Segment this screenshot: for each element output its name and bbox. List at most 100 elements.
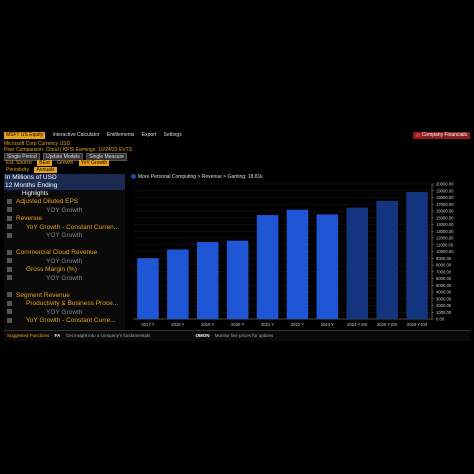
x-tick-label: 2025 Y Est: [377, 322, 398, 327]
checkbox[interactable]: [7, 292, 12, 298]
y-tick-label: 14000.00: [436, 222, 454, 227]
metric-label: YOY Growth: [46, 206, 83, 214]
company-financials-button[interactable]: Company Financials: [412, 132, 470, 139]
metrics-tree: In Millions of USD 12 Months Ending High…: [4, 174, 125, 331]
bar[interactable]: [226, 240, 249, 319]
omon-function[interactable]: OMON: [195, 333, 210, 338]
metric-item[interactable]: YoY Growth - Constant Curre...: [4, 317, 125, 326]
controls-row-3: Periodicity Annuals: [4, 167, 470, 173]
metric-label: YOY Growth: [46, 274, 83, 282]
y-tick-label: 20000.00: [436, 182, 454, 187]
bar[interactable]: [316, 214, 339, 319]
bloomberg-terminal: MSFT US Equity Interactive Calculator En…: [4, 132, 470, 341]
metric-label: Segment Revenue: [16, 291, 70, 299]
metric-label: Gross Margin (%): [26, 266, 77, 273]
fa-description: Get insight into a company's fundamental…: [65, 333, 151, 338]
unit-header: In Millions of USD: [4, 174, 125, 182]
y-tick-label: 2000.00: [436, 303, 452, 308]
checkbox[interactable]: [7, 266, 12, 272]
x-tick-label: 2017 Y: [141, 322, 154, 327]
metric-item[interactable]: Productivity & Business Proce...: [4, 300, 125, 309]
bar[interactable]: [286, 209, 309, 319]
y-tick-label: 7000.00: [436, 269, 452, 274]
checkbox[interactable]: [7, 309, 12, 315]
y-tick-label: 15000.00: [436, 215, 454, 220]
app-icon: [415, 132, 420, 137]
y-tick-label: 13000.00: [436, 229, 454, 234]
metric-label: YoY Growth - Constant Curren...: [26, 223, 120, 231]
breadcrumb[interactable]: More Personal Computing > Revenue > Gami…: [131, 174, 263, 181]
y-tick-label: 6000.00: [436, 276, 452, 281]
spacer: [4, 283, 125, 292]
metric-item[interactable]: YOY Growth: [4, 258, 125, 267]
peer-line[interactable]: Peer Comparison: Cloud | KPIS Earnings: …: [4, 147, 133, 153]
update-models-button[interactable]: Update Models: [43, 153, 83, 161]
y-tick-label: 11000.00: [436, 242, 454, 247]
x-tick-label: 2021 Y: [261, 322, 274, 327]
y-tick-label: 8000.00: [436, 263, 452, 268]
status-bar: Suggested Functions FA Get insight into …: [4, 330, 470, 341]
metric-item[interactable]: Segment Revenue: [4, 292, 125, 301]
metric-label: Adjusted Diluted EPS: [16, 198, 79, 205]
bar[interactable]: [256, 215, 279, 319]
menu-entitlements[interactable]: Entitlements: [106, 132, 135, 138]
metric-label: Commercial Cloud Revenue: [16, 249, 98, 256]
metric-item[interactable]: Gross Margin (%): [4, 266, 125, 275]
metric-item[interactable]: Commercial Cloud Revenue: [4, 249, 125, 258]
periodicity-select[interactable]: Annuals: [34, 167, 57, 173]
y-tick-label: 16000.00: [436, 209, 454, 214]
y-tick-label: 17000.00: [436, 202, 454, 207]
bar[interactable]: [167, 249, 189, 319]
y-tick-label: 9000.00: [436, 256, 452, 261]
single-period-button[interactable]: Single Period: [4, 153, 40, 161]
bar[interactable]: [406, 192, 428, 319]
x-tick-label: 2022 Y: [291, 322, 304, 327]
y-tick-label: 1000.00: [436, 310, 452, 315]
breadcrumb-text: More Personal Computing > Revenue > Gami…: [138, 174, 263, 180]
y-tick-label: 18000.00: [436, 195, 454, 200]
x-tick-label: 2018 Y: [171, 322, 184, 327]
menu-export[interactable]: Export: [141, 132, 157, 138]
checkbox[interactable]: [7, 317, 12, 323]
bar[interactable]: [376, 200, 398, 319]
growth-select[interactable]: YoY Growth: [78, 160, 110, 166]
checkbox[interactable]: [7, 275, 12, 281]
menu-settings[interactable]: Settings: [163, 132, 182, 138]
checkbox[interactable]: [7, 224, 12, 230]
metric-item[interactable]: Revenue: [4, 215, 125, 224]
est-source-label: Est. Source: [6, 160, 32, 166]
period-header: 12 Months Ending: [4, 182, 125, 190]
y-tick-label: 0.00: [436, 317, 445, 322]
checkbox[interactable]: [7, 300, 12, 306]
company-financials-label: Company Financials: [421, 132, 467, 138]
fa-function[interactable]: FA: [54, 333, 61, 338]
suggested-functions-label[interactable]: Suggested Functions: [7, 333, 50, 338]
checkbox[interactable]: [7, 207, 12, 213]
metric-item[interactable]: YoY Growth - Constant Curren...: [4, 224, 125, 233]
metric-label: YOY Growth: [46, 308, 83, 316]
bar[interactable]: [346, 207, 369, 319]
ticker-field[interactable]: MSFT US Equity: [4, 132, 46, 139]
checkbox[interactable]: [7, 258, 12, 264]
metrics-list: Adjusted Diluted EPS YOY Growth Revenue YoY…: [4, 198, 125, 326]
series-color-icon: [131, 174, 136, 180]
metric-item[interactable]: Adjusted Diluted EPS: [4, 198, 125, 207]
x-tick-label: 2024 Y Est: [347, 322, 368, 327]
checkbox[interactable]: [7, 232, 12, 238]
metric-item[interactable]: YOY Growth: [4, 275, 125, 284]
checkbox[interactable]: [7, 249, 12, 255]
metric-item[interactable]: YOY Growth: [4, 232, 125, 241]
est-source-select[interactable]: BEst: [37, 160, 52, 166]
menu-interactive-calculator[interactable]: Interactive Calculator: [52, 132, 100, 138]
checkbox[interactable]: [7, 215, 12, 221]
bar[interactable]: [196, 242, 219, 319]
bar[interactable]: [137, 258, 159, 319]
y-tick-label: 10000.00: [436, 249, 454, 254]
growth-label: Growth: [57, 160, 74, 166]
metric-item[interactable]: YOY Growth: [4, 207, 125, 216]
checkbox[interactable]: [7, 198, 12, 204]
chart-area: More Personal Computing > Revenue > Gami…: [127, 174, 470, 331]
spacer: [4, 241, 125, 250]
metric-item[interactable]: YOY Growth: [4, 309, 125, 318]
